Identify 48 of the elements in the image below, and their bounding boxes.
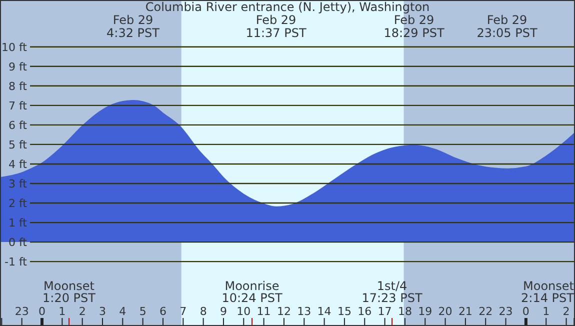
y-tick-label: 6 ft (8, 118, 28, 132)
x-tick-label: 1 (542, 305, 550, 318)
y-tick-label: 5 ft (8, 138, 28, 152)
annotation: Moonset 2:14 PST (521, 279, 575, 305)
x-tick-label: 15 (337, 305, 352, 318)
annotation: 1st/4 17:23 PST (362, 279, 423, 305)
y-tick-label: 10 ft (2, 40, 28, 54)
annotation: Moonset 1:20 PST (42, 279, 96, 305)
x-tick-label: 10 (236, 305, 251, 318)
x-tick-label: 0 (522, 305, 530, 318)
x-tick-label: 1 (58, 305, 66, 318)
x-tick-label: 19 (418, 305, 432, 318)
x-tick-label: 14 (317, 305, 332, 318)
y-tick-label: 7 ft (8, 99, 28, 112)
x-tick-label: 6 (159, 305, 166, 318)
x-tick-label: 8 (200, 305, 207, 318)
y-tick-label: 1 ft (8, 216, 28, 230)
x-tick-label: 20 (438, 305, 452, 318)
x-tick-label: 17 (378, 305, 392, 318)
y-tick-label: -1 ft (4, 256, 28, 269)
y-tick-label: 3 ft (8, 177, 28, 190)
annotation: Feb 29 18:29 PST (384, 13, 445, 40)
annotation: Feb 29 23:05 PST (476, 13, 538, 40)
x-tick-label: 13 (297, 305, 312, 318)
x-tick-label: 2 (562, 305, 570, 318)
annotation: Moonrise 10:24 PST (222, 279, 283, 305)
x-tick-label: 12 (276, 305, 291, 318)
y-tick-label: 8 ft (8, 80, 28, 93)
annotation: Feb 29 4:32 PST (106, 13, 160, 40)
x-tick-label: 3 (99, 305, 106, 318)
x-tick-label: 2 (78, 305, 86, 318)
x-tick-label: 23 (14, 305, 29, 318)
x-tick-label: 4 (119, 305, 126, 318)
x-tick-label: 0 (38, 305, 46, 318)
y-tick-label: 9 ft (8, 60, 28, 74)
x-tick-label: 21 (458, 305, 472, 318)
x-tick-label: 18 (398, 305, 412, 318)
x-tick-label: 9 (220, 305, 227, 318)
x-tick-label: 11 (256, 305, 271, 318)
annotation: Feb 29 11:37 PST (246, 13, 307, 40)
x-tick-label: 5 (139, 305, 146, 318)
y-tick-label: 2 ft (8, 197, 28, 210)
x-tick-label: 23 (498, 305, 513, 318)
y-tick-label: 4 ft (8, 158, 28, 171)
x-tick-label: 22 (478, 305, 493, 318)
x-tick-label: 7 (180, 305, 187, 318)
chart-title: Columbia River entrance (N. Jetty), Washington (145, 0, 430, 14)
x-tick-label: 16 (358, 305, 372, 318)
